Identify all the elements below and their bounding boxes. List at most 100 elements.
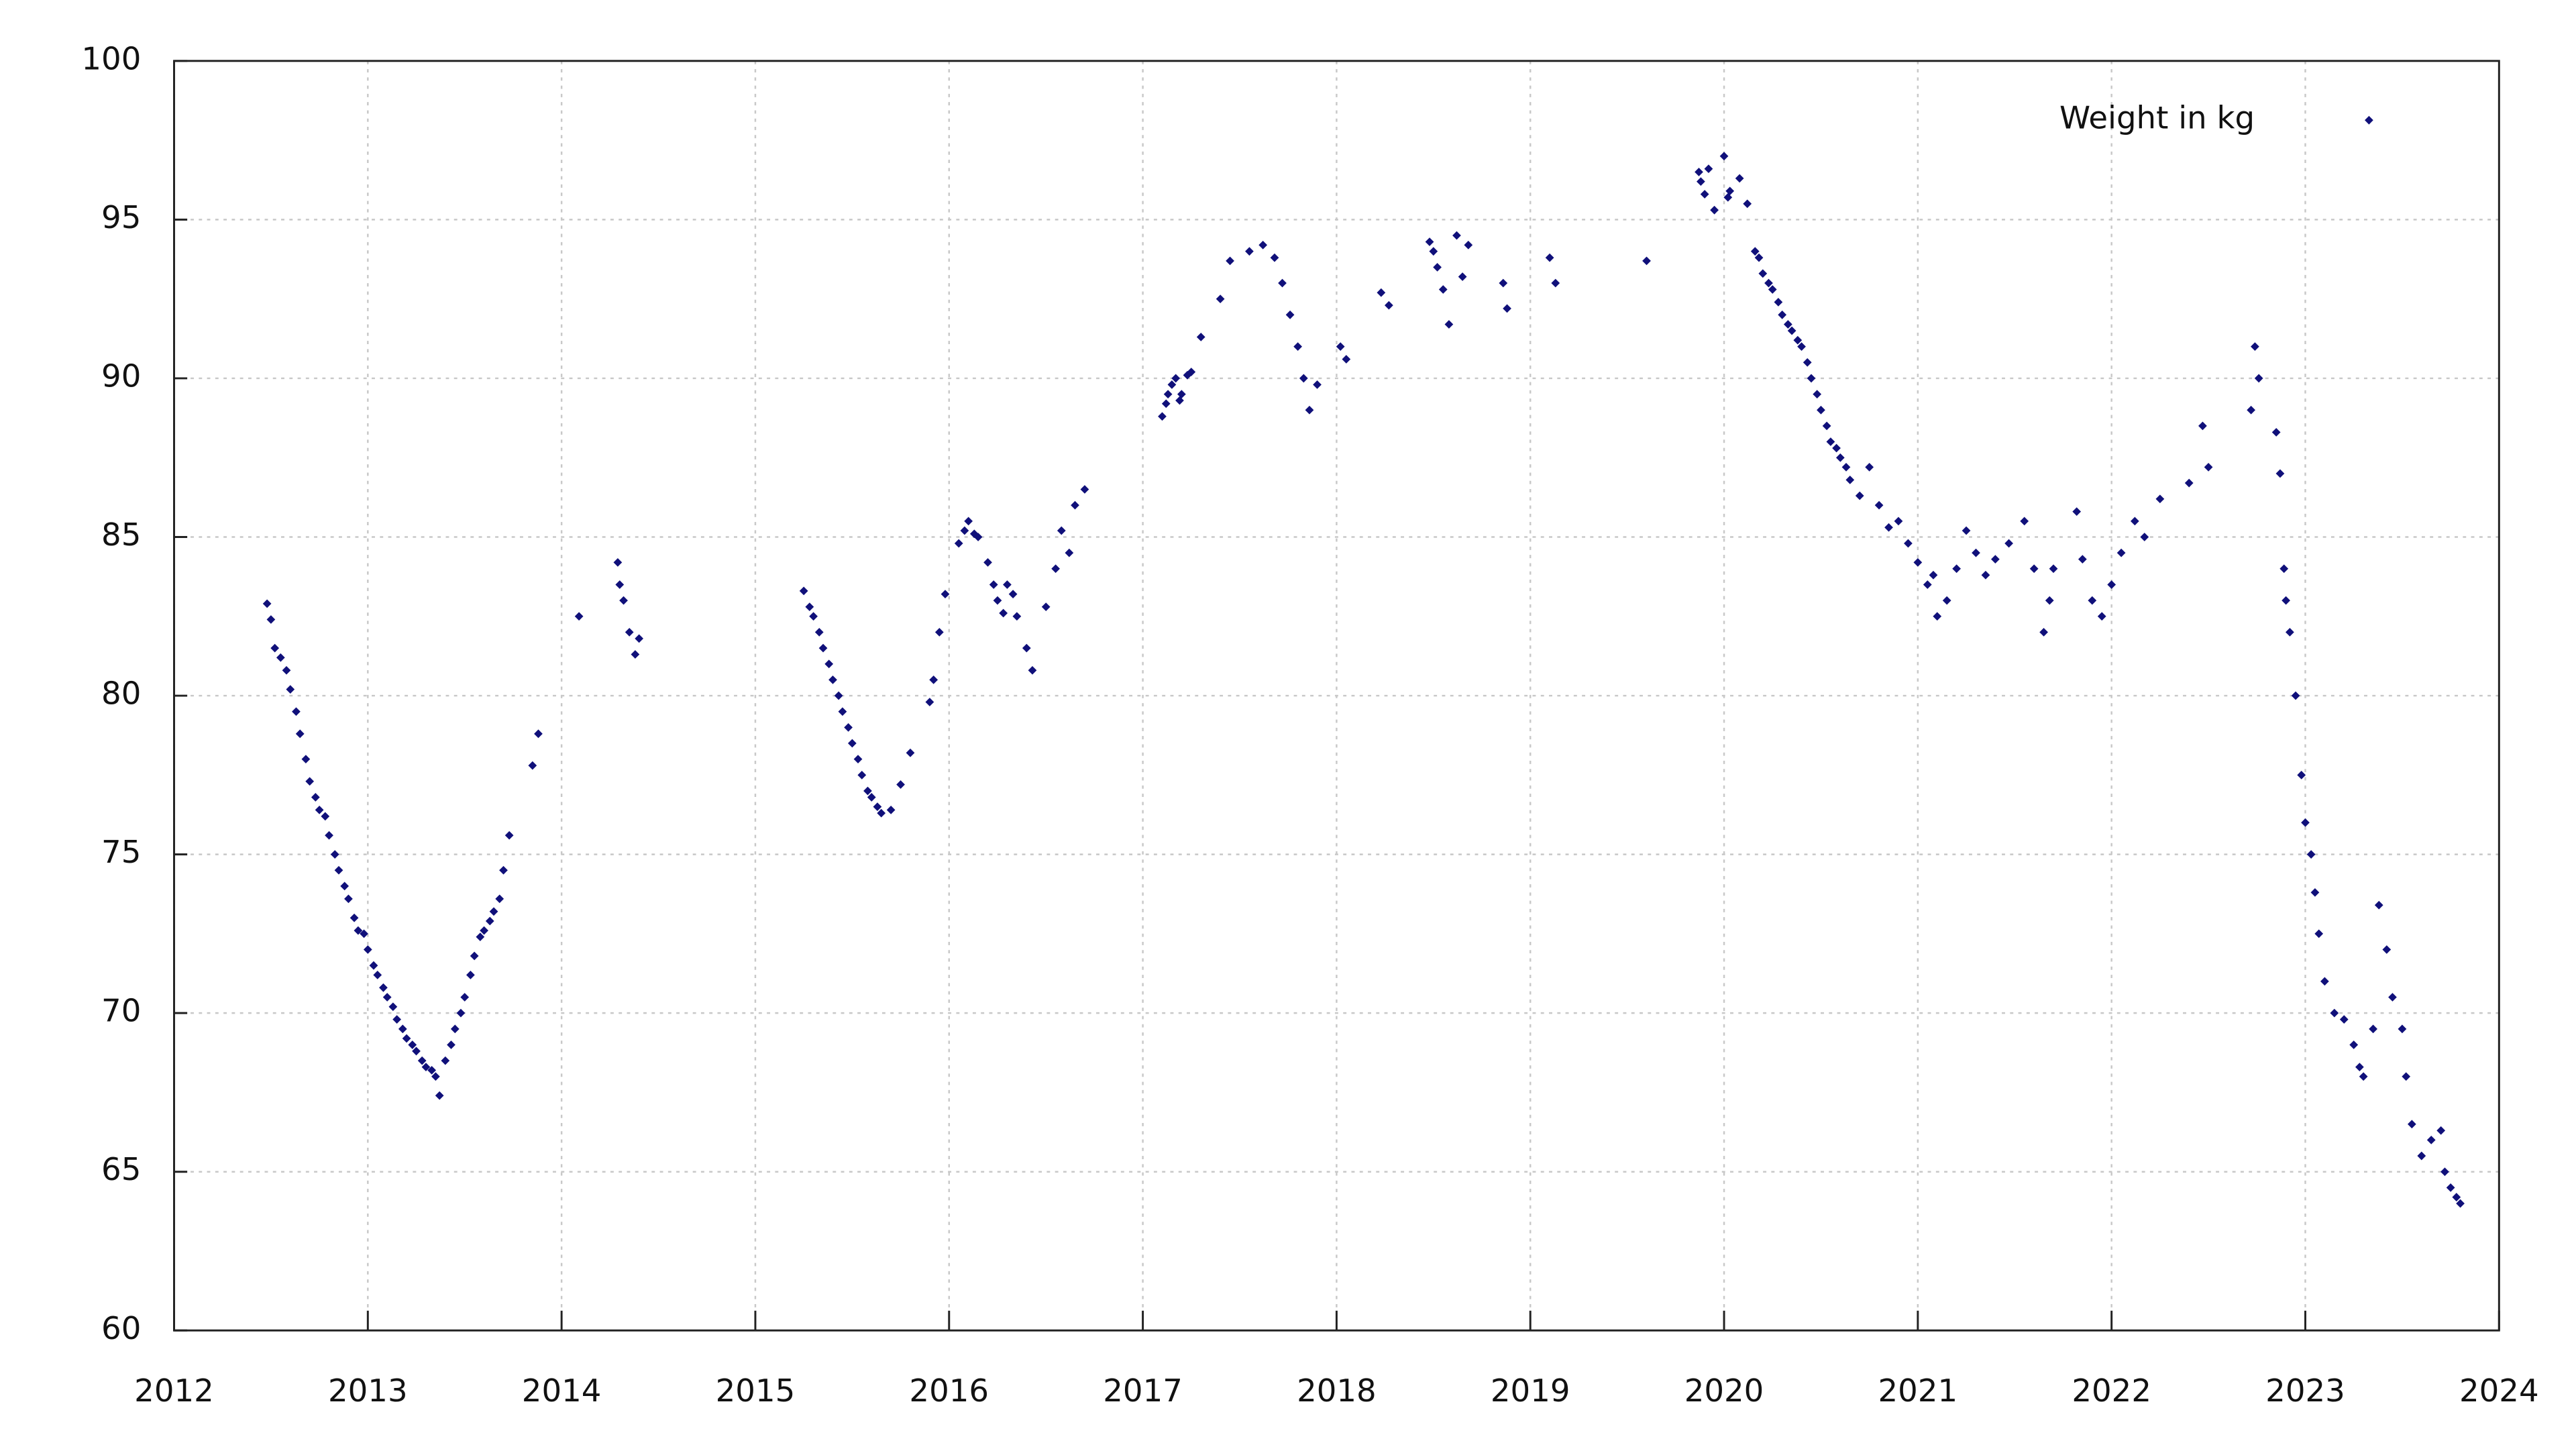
point bbox=[886, 805, 896, 814]
point bbox=[388, 1002, 398, 1012]
point bbox=[2382, 945, 2392, 954]
point bbox=[2426, 1136, 2436, 1144]
point bbox=[1429, 247, 1438, 256]
point bbox=[929, 676, 938, 684]
point bbox=[1695, 168, 1703, 176]
point bbox=[379, 983, 388, 992]
point bbox=[1003, 580, 1012, 589]
point bbox=[814, 628, 824, 637]
point bbox=[1642, 256, 1651, 266]
point bbox=[2398, 1024, 2407, 1034]
x-tick-label: 2022 bbox=[2072, 1373, 2151, 1409]
point bbox=[2116, 548, 2126, 557]
point bbox=[960, 526, 969, 535]
point bbox=[1071, 500, 1079, 510]
point bbox=[485, 916, 494, 926]
point bbox=[1710, 205, 1719, 215]
point bbox=[1952, 564, 1962, 574]
point bbox=[2306, 850, 2316, 859]
point bbox=[1923, 580, 1932, 589]
point bbox=[1787, 326, 1796, 335]
point bbox=[2029, 564, 2039, 574]
point bbox=[2374, 900, 2383, 910]
point bbox=[1750, 247, 1760, 256]
point bbox=[325, 830, 333, 840]
point bbox=[1933, 612, 1942, 621]
point bbox=[431, 1072, 440, 1081]
point bbox=[2198, 421, 2207, 431]
x-tick-label: 2017 bbox=[1103, 1373, 1183, 1409]
y-tick-label: 75 bbox=[101, 834, 141, 870]
point bbox=[2286, 628, 2294, 637]
point bbox=[2279, 564, 2289, 574]
point bbox=[1723, 193, 1733, 202]
point bbox=[2097, 612, 2106, 621]
point bbox=[2155, 494, 2165, 504]
point bbox=[2369, 1024, 2377, 1034]
point bbox=[1697, 177, 1705, 186]
point bbox=[999, 608, 1008, 618]
point bbox=[2456, 1199, 2465, 1208]
point bbox=[2020, 517, 2029, 526]
point bbox=[534, 729, 543, 739]
point bbox=[450, 1024, 460, 1034]
point bbox=[824, 659, 834, 669]
x-tick-label: 2015 bbox=[716, 1373, 796, 1409]
point bbox=[1065, 548, 1074, 557]
point bbox=[954, 539, 963, 548]
point bbox=[286, 685, 295, 694]
point bbox=[1725, 186, 1735, 196]
point bbox=[1793, 335, 1803, 345]
point bbox=[2440, 1167, 2449, 1177]
point bbox=[1704, 164, 1713, 174]
point bbox=[1981, 570, 1990, 580]
point bbox=[613, 557, 623, 567]
point bbox=[838, 707, 847, 716]
point bbox=[470, 951, 479, 961]
point bbox=[2388, 993, 2397, 1002]
point bbox=[2320, 977, 2329, 986]
point bbox=[1425, 237, 1434, 246]
point bbox=[625, 628, 634, 637]
point bbox=[1452, 231, 1461, 240]
point bbox=[292, 707, 301, 716]
point bbox=[1041, 602, 1051, 611]
point bbox=[2275, 469, 2285, 478]
point bbox=[276, 653, 285, 662]
point bbox=[1735, 174, 1744, 183]
point bbox=[315, 805, 324, 814]
point bbox=[2251, 342, 2259, 352]
point bbox=[504, 830, 514, 840]
point bbox=[1080, 485, 1089, 494]
point bbox=[1913, 557, 1923, 567]
y-tick-label: 70 bbox=[101, 993, 141, 1029]
point bbox=[1245, 247, 1254, 256]
point bbox=[382, 993, 392, 1002]
point bbox=[2107, 580, 2116, 589]
legend-marker bbox=[2365, 115, 2373, 125]
point bbox=[476, 932, 485, 941]
point bbox=[2254, 374, 2263, 383]
point bbox=[2004, 539, 2013, 548]
point bbox=[1797, 342, 1806, 352]
point bbox=[1299, 374, 1308, 383]
point bbox=[499, 865, 508, 875]
point bbox=[1051, 564, 1061, 574]
point bbox=[877, 808, 886, 818]
point bbox=[301, 755, 311, 764]
point bbox=[1285, 310, 1295, 319]
plot-frame bbox=[173, 60, 2500, 1332]
point bbox=[1855, 491, 1864, 500]
point bbox=[1817, 405, 1825, 415]
point bbox=[421, 1063, 431, 1071]
point bbox=[1972, 548, 1980, 557]
x-tick-label: 2013 bbox=[328, 1373, 408, 1409]
point bbox=[398, 1024, 407, 1034]
point bbox=[1874, 500, 1884, 510]
point bbox=[270, 643, 280, 653]
point bbox=[1057, 526, 1066, 535]
point bbox=[969, 529, 979, 539]
point bbox=[417, 1056, 427, 1065]
point bbox=[853, 755, 863, 764]
point bbox=[360, 929, 368, 938]
